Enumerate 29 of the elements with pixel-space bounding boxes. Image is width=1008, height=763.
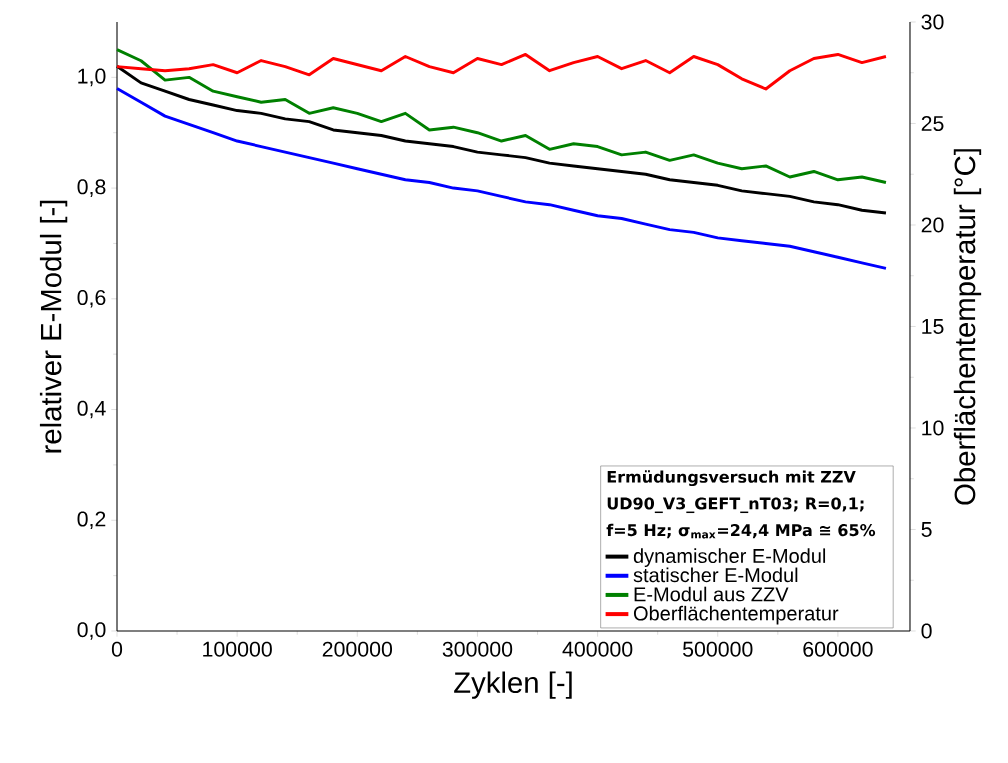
legend-label: E-Modul aus ZZV xyxy=(634,586,789,602)
y2-tick-label: 15 xyxy=(922,319,944,334)
x-tick-label: 400000 xyxy=(562,641,633,657)
x-tick-label: 600000 xyxy=(803,641,873,657)
y-tick-label: 0,6 xyxy=(77,290,106,308)
y-tick-label: 1,0 xyxy=(78,68,106,87)
x-tick-label: 100000 xyxy=(203,641,272,657)
legend-title: Ermüdungsversuch mit ZZV UD90_V3_GEFT_nT03; R=0,1; f=5 Hz; σ$_{max}$=24,4 MPa ≅ 65% xyxy=(606,470,876,539)
y2-tick-label: 10 xyxy=(922,420,944,436)
legend-label: dynamischer E-Modul xyxy=(633,548,826,567)
legend-label: statischer E-Modul xyxy=(633,567,798,583)
y2-tick-label: 5 xyxy=(921,522,932,537)
x-tick-label: 200000 xyxy=(322,641,393,657)
y2-axis-title: Oberflächentemperatur [°C] xyxy=(953,149,982,505)
y2-tick-label: 20 xyxy=(921,217,944,233)
x-tick-label: 300000 xyxy=(442,641,513,657)
legend-label: Oberflächentemperatur xyxy=(633,605,839,625)
y2-tick-label: 0 xyxy=(921,623,932,639)
x-tick-label: 500000 xyxy=(683,641,753,657)
line-series xyxy=(115,48,888,185)
y-axis-title: relativer E-Modul [-] xyxy=(39,200,68,453)
x-axis-title: Zyklen [-] xyxy=(454,671,572,699)
y-tick-label: 0,4 xyxy=(77,400,106,419)
y2-tick-label: 30 xyxy=(921,14,944,30)
x-tick-label: 0 xyxy=(111,641,123,657)
y-tick-label: 0,0 xyxy=(77,622,106,640)
y-tick-label: 0,2 xyxy=(77,511,106,530)
y2-tick-label: 25 xyxy=(921,115,944,132)
y-tick-label: 0,8 xyxy=(77,179,106,197)
